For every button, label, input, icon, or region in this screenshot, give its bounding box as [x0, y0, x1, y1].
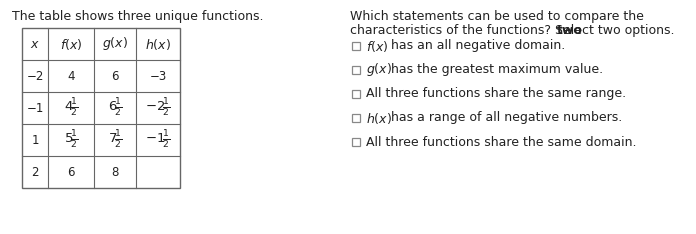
Text: has an all negative domain.: has an all negative domain.: [387, 40, 565, 52]
Text: All three functions share the same domain.: All three functions share the same domai…: [366, 135, 637, 149]
Text: has the greatest maximum value.: has the greatest maximum value.: [387, 63, 603, 77]
Text: characteristics of the functions? Select two options.: characteristics of the functions? Select…: [350, 24, 674, 37]
Text: $x$: $x$: [30, 37, 40, 51]
Text: $h(x)$: $h(x)$: [366, 110, 392, 125]
Text: $g(x)$: $g(x)$: [102, 36, 128, 52]
Text: $f(x)$: $f(x)$: [60, 37, 82, 51]
Text: $g(x)$: $g(x)$: [366, 62, 392, 78]
Text: $7\!\frac{1}{2}$: $7\!\frac{1}{2}$: [108, 129, 122, 151]
Text: 8: 8: [111, 165, 119, 179]
Text: $h(x)$: $h(x)$: [145, 37, 171, 51]
Text: $6\!\frac{1}{2}$: $6\!\frac{1}{2}$: [108, 97, 122, 119]
Text: $4\!\frac{1}{2}$: $4\!\frac{1}{2}$: [64, 97, 78, 119]
Text: −1: −1: [26, 102, 44, 114]
Text: has a range of all negative numbers.: has a range of all negative numbers.: [387, 111, 622, 124]
Text: 2: 2: [31, 165, 39, 179]
Text: −3: −3: [150, 69, 166, 83]
Bar: [22, 28, 180, 188]
Text: 4: 4: [68, 69, 74, 83]
Text: two: two: [557, 24, 583, 37]
Text: $-1\!\frac{1}{2}$: $-1\!\frac{1}{2}$: [145, 129, 171, 151]
Text: Which statements can be used to compare the: Which statements can be used to compare …: [350, 10, 644, 23]
Bar: [352, 66, 360, 74]
Text: 6: 6: [68, 165, 74, 179]
Text: 1: 1: [31, 134, 39, 146]
Text: All three functions share the same range.: All three functions share the same range…: [366, 88, 626, 100]
Text: 6: 6: [111, 69, 119, 83]
Text: $f(x)$: $f(x)$: [366, 39, 388, 54]
Text: −2: −2: [26, 69, 44, 83]
Bar: [352, 138, 360, 146]
Text: $-2\!\frac{1}{2}$: $-2\!\frac{1}{2}$: [145, 97, 171, 119]
Text: $5\!\frac{1}{2}$: $5\!\frac{1}{2}$: [64, 129, 78, 151]
Bar: [352, 90, 360, 98]
Bar: [352, 42, 360, 50]
Text: The table shows three unique functions.: The table shows three unique functions.: [12, 10, 264, 23]
Bar: [352, 114, 360, 122]
